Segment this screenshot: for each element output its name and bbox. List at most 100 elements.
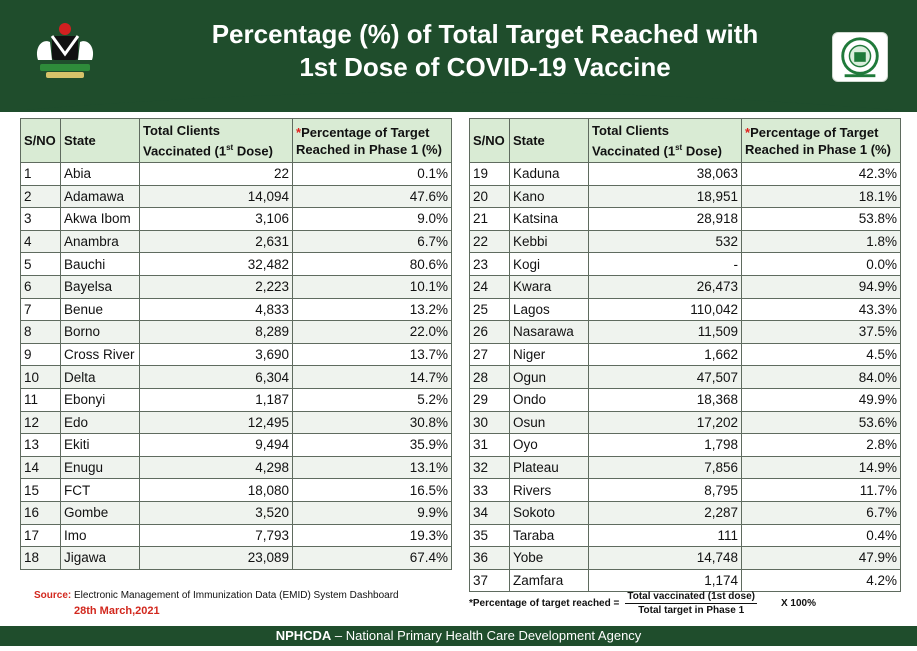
cell-percentage: 49.9% (741, 387, 901, 412)
table-row: 5 Bauchi 32,482 80.6% (20, 252, 452, 276)
cell-clients: 2,287 (588, 500, 742, 525)
right-vaccination-table: S/NO State Total Clients Vaccinated (1st… (469, 118, 901, 593)
left-table-body: 1 Abia 22 0.1% 2 Adamawa 14,094 47.6% 3 Akwa Ibom… (20, 162, 452, 570)
table-row: 13 Ekiti 9,494 35.9% (20, 433, 452, 457)
cell-state: Enugu (60, 455, 140, 480)
cell-sno: 26 (469, 320, 510, 344)
table-row: 33 Rivers 8,795 11.7% (469, 478, 901, 502)
cell-clients: 22 (139, 162, 293, 186)
table-row: 8 Borno 8,289 22.0% (20, 320, 452, 344)
cell-sno: 27 (469, 342, 510, 367)
cell-percentage: 1.8% (741, 229, 901, 254)
cell-state: Benue (60, 297, 140, 322)
source-date: 28th March,2021 (74, 605, 160, 617)
cell-percentage: 14.9% (741, 455, 901, 480)
title-line-1: Percentage (%) of Total Target Reached w… (211, 19, 759, 49)
cell-sno: 21 (469, 207, 510, 231)
cell-clients: 3,106 (139, 207, 293, 231)
cell-percentage: 0.1% (292, 162, 452, 186)
table-row: 3 Akwa Ibom 3,106 9.0% (20, 207, 452, 231)
cell-state: Cross River (60, 342, 140, 367)
cell-percentage: 19.3% (292, 523, 452, 548)
cell-percentage: 10.1% (292, 274, 452, 299)
cell-clients: 6,304 (139, 365, 293, 389)
cell-sno: 35 (469, 523, 510, 548)
cell-clients: 3,520 (139, 500, 293, 525)
cell-state: Taraba (509, 523, 589, 548)
cell-state: Ebonyi (60, 387, 140, 412)
cell-sno: 18 (20, 546, 61, 570)
right-table-body: 19 Kaduna 38,063 42.3% 20 Kano 18,951 18.1% 21 Ka… (469, 162, 901, 593)
table-row: 36 Yobe 14,748 47.9% (469, 546, 901, 570)
cell-clients: 28,918 (588, 207, 742, 231)
cell-percentage: 0.4% (741, 523, 901, 548)
cell-clients: 14,094 (139, 184, 293, 209)
table-header-row: S/NO State Total Clients Vaccinated (1st… (469, 118, 901, 163)
cell-state: Osun (509, 410, 589, 435)
cell-state: Kano (509, 184, 589, 209)
table-row: 16 Gombe 3,520 9.9% (20, 500, 452, 525)
cell-sno: 15 (20, 478, 61, 502)
cell-percentage: 47.6% (292, 184, 452, 209)
cell-clients: 2,223 (139, 274, 293, 299)
cell-sno: 1 (20, 162, 61, 186)
cell-percentage: 6.7% (292, 229, 452, 254)
cell-state: Abia (60, 162, 140, 186)
cell-sno: 29 (469, 387, 510, 412)
cell-percentage: 84.0% (741, 365, 901, 389)
cell-clients: 11,509 (588, 320, 742, 344)
table-row: 17 Imo 7,793 19.3% (20, 523, 452, 548)
col-header-percentage: *Percentage of Target Reached in Phase 1… (292, 118, 452, 163)
cell-sno: 11 (20, 387, 61, 412)
cell-percentage: 43.3% (741, 297, 901, 322)
cell-state: Akwa Ibom (60, 207, 140, 231)
cell-state: Rivers (509, 478, 589, 502)
col-header-clients: Total Clients Vaccinated (1st Dose) (588, 118, 742, 163)
cell-percentage: 42.3% (741, 162, 901, 186)
table-row: 14 Enugu 4,298 13.1% (20, 455, 452, 480)
cell-clients: 4,833 (139, 297, 293, 322)
table-row: 34 Sokoto 2,287 6.7% (469, 500, 901, 525)
table-row: 35 Taraba 111 0.4% (469, 523, 901, 548)
cell-state: Kaduna (509, 162, 589, 186)
table-row: 23 Kogi -0.0% (469, 252, 901, 276)
cell-state: Oyo (509, 433, 589, 457)
formula-numerator: Total vaccinated (1st dose) (625, 591, 757, 604)
table-header-row: S/NO State Total Clients Vaccinated (1st… (20, 118, 452, 163)
cell-clients: 7,793 (139, 523, 293, 548)
cell-state: Plateau (509, 455, 589, 480)
cell-sno: 13 (20, 433, 61, 457)
cell-clients: 38,063 (588, 162, 742, 186)
formula-denominator: Total target in Phase 1 (638, 605, 745, 616)
cell-clients: 532 (588, 229, 742, 254)
cell-sno: 31 (469, 433, 510, 457)
cell-state: Ekiti (60, 433, 140, 457)
col-header-clients: Total Clients Vaccinated (1st Dose) (139, 118, 293, 163)
nphcda-logo-icon (832, 32, 888, 82)
cell-percentage: 37.5% (741, 320, 901, 344)
table-row: 20 Kano 18,951 18.1% (469, 184, 901, 209)
cell-state: Ogun (509, 365, 589, 389)
cell-clients: - (588, 252, 742, 276)
cell-clients: 1,798 (588, 433, 742, 457)
table-row: 9 Cross River 3,690 13.7% (20, 342, 452, 367)
formula-multiplier: X 100% (780, 598, 817, 609)
cell-sno: 14 (20, 455, 61, 480)
cell-clients: 8,795 (588, 478, 742, 502)
cell-percentage: 6.7% (741, 500, 901, 525)
cell-state: Anambra (60, 229, 140, 254)
cell-percentage: 13.7% (292, 342, 452, 367)
cell-percentage: 0.0% (741, 252, 901, 276)
cell-percentage: 94.9% (741, 274, 901, 299)
cell-state: Imo (60, 523, 140, 548)
cell-state: Nasarawa (509, 320, 589, 344)
cell-clients: 3,690 (139, 342, 293, 367)
formula-fraction: Total vaccinated (1st dose) Total target… (625, 591, 757, 616)
cell-sno: 33 (469, 478, 510, 502)
cell-state: Yobe (509, 546, 589, 570)
table-row: 21 Katsina 28,918 53.8% (469, 207, 901, 231)
cell-percentage: 16.5% (292, 478, 452, 502)
col-header-state: State (509, 118, 589, 163)
table-row: 24 Kwara 26,473 94.9% (469, 274, 901, 299)
cell-sno: 20 (469, 184, 510, 209)
